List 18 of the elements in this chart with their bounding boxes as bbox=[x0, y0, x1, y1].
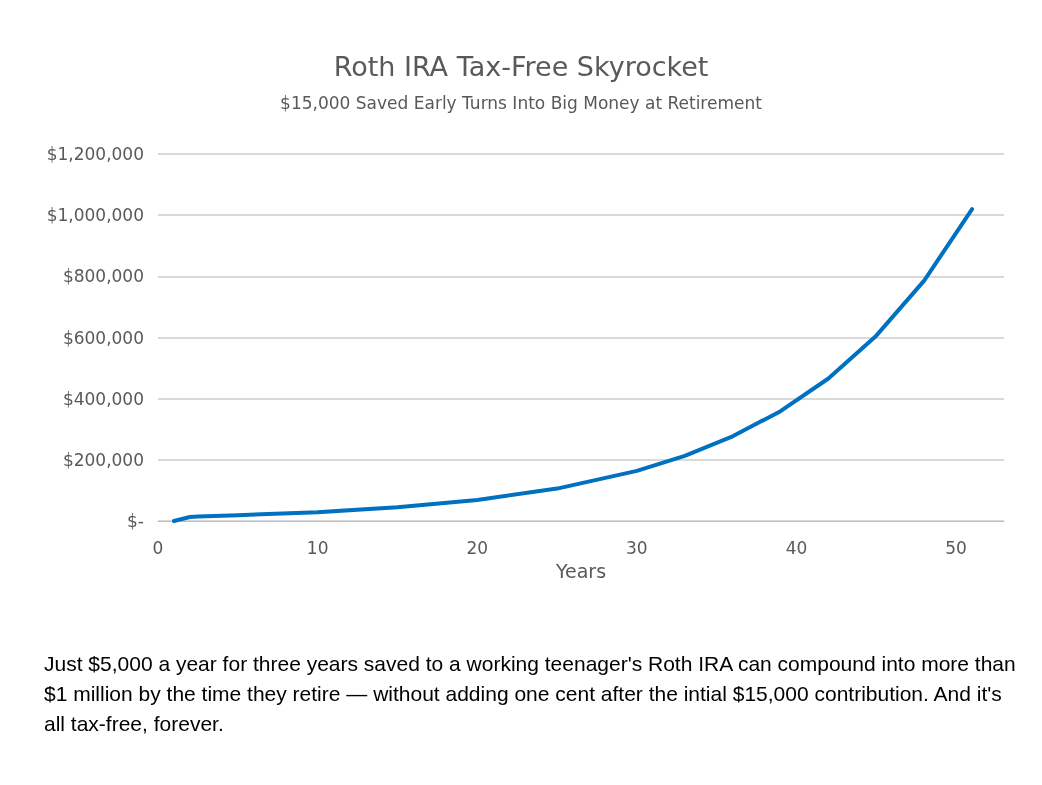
y-tick-label: $200,000 bbox=[62, 449, 144, 470]
x-tick-label: 20 bbox=[466, 537, 489, 558]
y-tick-label: $400,000 bbox=[62, 388, 144, 409]
chart-title: Roth IRA Tax-Free Skyrocket bbox=[333, 51, 709, 82]
y-tick-label: $800,000 bbox=[62, 266, 144, 287]
line-series bbox=[171, 207, 975, 523]
x-tick-label: 0 bbox=[152, 537, 164, 558]
chart-subtitle: $15,000 Saved Early Turns Into Big Money at Retirement bbox=[280, 92, 763, 113]
x-tick-label: 50 bbox=[945, 537, 967, 558]
y-tick-label: $- bbox=[127, 511, 144, 531]
y-tick-label: $600,000 bbox=[62, 327, 144, 348]
x-axis-title: Years bbox=[554, 559, 607, 582]
y-tick-label: $1,000,000 bbox=[46, 205, 144, 226]
text: Just $5,000 a year for three years saved to a working teenager's Roth IRA can compound into more than $1 million by the time they retire — without adding one cent after the intial $15,000 contribution. And it's all tax-free, forever. bbox=[44, 651, 1022, 735]
y-tick-label: $1,200,000 bbox=[46, 144, 144, 164]
x-tick-label: 10 bbox=[306, 537, 329, 558]
x-tick-label: 40 bbox=[785, 537, 808, 558]
x-tick-label: 30 bbox=[626, 537, 648, 558]
